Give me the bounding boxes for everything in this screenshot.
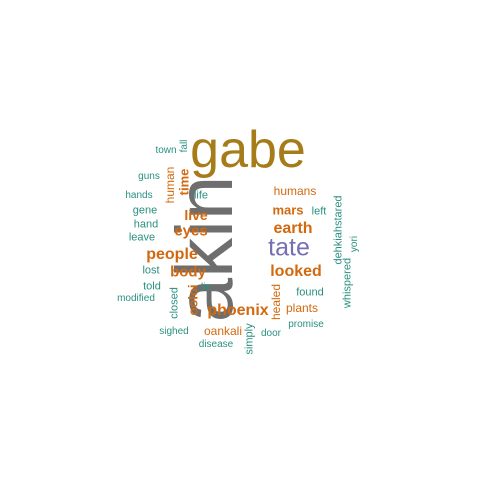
word-ooloi: ooloi	[185, 284, 201, 316]
word-gene: gene	[132, 204, 158, 217]
word-time: time	[176, 168, 192, 196]
word-lost: lost	[142, 264, 160, 277]
word-found: found	[296, 286, 324, 299]
word-body: body	[170, 263, 206, 281]
word-door: door	[260, 328, 282, 339]
word-mars: mars	[272, 202, 304, 218]
word-human: human	[163, 166, 177, 204]
word-fall: fall	[179, 139, 190, 153]
word-gabe: gabe	[190, 121, 306, 179]
word-disease: disease	[198, 339, 234, 350]
word-whispered: whispered	[341, 257, 354, 309]
word-earth: earth	[273, 220, 313, 237]
word-left: left	[311, 205, 327, 218]
word-hand: hand	[133, 218, 159, 231]
word-guns: guns	[138, 171, 160, 182]
word-lie: lie	[200, 282, 212, 293]
word-hands: hands	[125, 190, 153, 201]
word-leave: leave	[128, 231, 156, 244]
word-healed: healed	[269, 283, 283, 321]
word-people: people	[146, 246, 198, 263]
word-told: told	[143, 280, 161, 293]
word-modified: modified	[117, 293, 155, 304]
word-life: life	[193, 189, 209, 202]
word-town: town	[155, 145, 177, 156]
word-plants: plants	[285, 301, 319, 315]
word-humans: humans	[273, 184, 317, 198]
word-closed: closed	[168, 287, 181, 319]
word-dehkiahstared: dehkiahstared	[332, 195, 345, 265]
word-yori: yori	[349, 235, 360, 253]
word-looked: looked	[270, 263, 322, 280]
word-eyes: eyes	[174, 222, 208, 240]
word-promise: promise	[288, 319, 324, 330]
word-sighed: sighed	[159, 326, 189, 337]
word-simply: simply	[243, 323, 256, 355]
word-oankali: oankali	[203, 324, 243, 338]
word-tate: tate	[268, 233, 310, 262]
word-live: live	[184, 207, 208, 223]
word-phoenix: phoenix	[207, 302, 269, 319]
